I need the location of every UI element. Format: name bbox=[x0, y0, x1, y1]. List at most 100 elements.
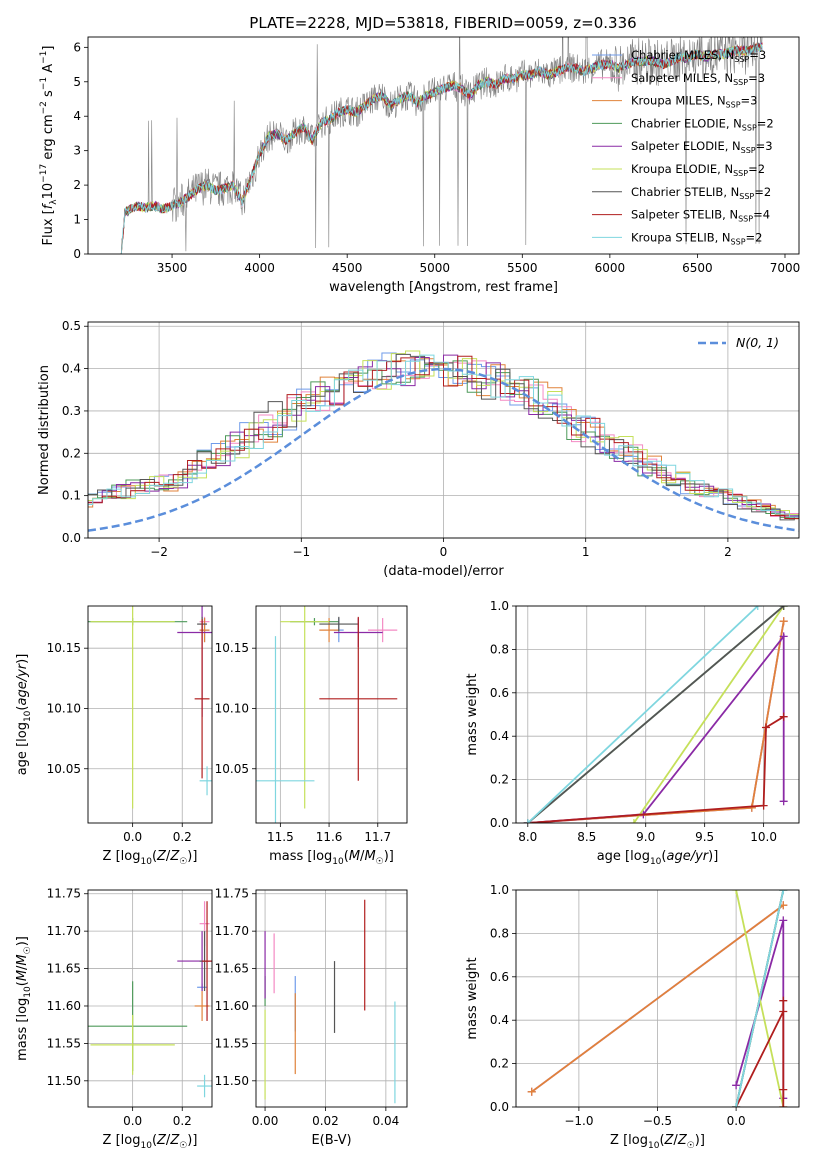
weight-marker bbox=[732, 1103, 741, 1107]
weight-marker bbox=[779, 797, 788, 806]
label-part: / bbox=[166, 1133, 171, 1148]
legend-sub: SSP bbox=[738, 215, 753, 224]
label-part: mass weight bbox=[465, 957, 480, 1039]
label-part: )] bbox=[187, 1133, 197, 1148]
label-part: ☉ bbox=[687, 1141, 695, 1151]
legend-label: Kroupa STELIB, NSSP=2 bbox=[631, 230, 762, 246]
label-part: Z [log bbox=[103, 1133, 141, 1148]
errorbar-point-kroupa-stelib bbox=[256, 636, 315, 823]
label-part: Z bbox=[169, 1133, 180, 1148]
y-tick-label: 10.15 bbox=[215, 641, 249, 655]
y-tick-label: 11.55 bbox=[215, 1036, 249, 1050]
label-part: ☉ bbox=[179, 857, 187, 867]
label-part: age [log bbox=[597, 849, 650, 864]
label-part: 10 bbox=[41, 183, 56, 200]
y-tick-label: 5 bbox=[73, 75, 81, 89]
label-part: / bbox=[166, 849, 171, 864]
y-tick-label: 1.0 bbox=[490, 599, 509, 613]
y-tick-label: 10.10 bbox=[47, 701, 81, 715]
y-tick-label: 11.75 bbox=[47, 887, 81, 901]
y-tick-label: 0.8 bbox=[490, 926, 509, 940]
weight-marker bbox=[523, 819, 532, 823]
y-axis-label: mass weight bbox=[465, 957, 480, 1039]
y-tick-label: 11.60 bbox=[47, 999, 81, 1013]
weight-line-salpeter-stelib bbox=[735, 1000, 785, 1107]
label-part: ( bbox=[152, 849, 157, 864]
y-tick-label: 11.55 bbox=[47, 1036, 81, 1050]
x-axis-label: (data-model)/error bbox=[383, 564, 504, 579]
weight-marker bbox=[761, 723, 770, 732]
y-tick-label: 10.05 bbox=[215, 762, 249, 776]
label-part: )] bbox=[187, 849, 197, 864]
label-part: Z [log bbox=[610, 1133, 648, 1148]
y-tick-label: 11.65 bbox=[215, 962, 249, 976]
y-tick-label: 3 bbox=[73, 144, 81, 158]
label-part: E(B-V) bbox=[311, 1133, 351, 1148]
label-part: 10 bbox=[650, 857, 662, 867]
x-tick-label: −2 bbox=[150, 545, 168, 559]
y-tick-label: 0.6 bbox=[490, 970, 509, 984]
y-tick-label: 0.5 bbox=[62, 319, 81, 333]
figure-title: PLATE=2228, MJD=53818, FIBERID=0059, z=0… bbox=[249, 14, 636, 32]
x-tick-label: 0.04 bbox=[373, 1114, 400, 1128]
errorbar-point-salpeter-stelib bbox=[202, 901, 212, 1021]
mass-vs-ebv-panel: 0.00 0.02 0.04 11.50 11.55 11.60 11.65 11.70 11.… bbox=[215, 887, 408, 1148]
histogram-chabrier-elodie bbox=[88, 360, 799, 518]
y-tick-label: 0.6 bbox=[490, 686, 509, 700]
weight-marker bbox=[779, 890, 788, 894]
label-part: Flux [ bbox=[41, 209, 56, 245]
legend-text: Salpeter ELODIE, N bbox=[631, 139, 741, 153]
label-part: ☉ bbox=[376, 857, 384, 867]
legend-text: Chabrier ELODIE, N bbox=[631, 116, 742, 130]
legend-tail: =3 bbox=[749, 48, 766, 62]
legend-sub: SSP bbox=[733, 169, 748, 178]
label-part: / bbox=[360, 849, 365, 864]
legend-label: Salpeter MILES, NSSP=3 bbox=[631, 71, 765, 87]
x-tick-label: 8.0 bbox=[518, 830, 537, 844]
legend-tail: =3 bbox=[748, 71, 765, 85]
x-tick-label: 0.02 bbox=[312, 1114, 339, 1128]
y-tick-label: 11.70 bbox=[215, 924, 249, 938]
label-part: −1 bbox=[39, 77, 49, 90]
y-tick-label: 0.3 bbox=[62, 404, 81, 418]
legend-sub: SSP bbox=[733, 78, 748, 87]
axes-frame bbox=[255, 605, 408, 824]
x-tick-label: 6500 bbox=[682, 261, 713, 275]
y-tick-label: 0.2 bbox=[490, 773, 509, 787]
label-part: )] bbox=[695, 1133, 705, 1148]
weight-marker bbox=[779, 1007, 788, 1016]
x-axis-label: mass [log10(M/M☉)] bbox=[269, 849, 394, 867]
legend-sub: SSP bbox=[731, 237, 746, 246]
errorbar-point-chabrier-stelib bbox=[319, 616, 359, 632]
label-part: 10 bbox=[23, 710, 33, 722]
label-part: age/yr bbox=[666, 849, 709, 864]
legend-text: Salpeter STELIB, N bbox=[631, 208, 738, 222]
weight-marker bbox=[779, 617, 788, 626]
y-tick-label: 11.60 bbox=[215, 999, 249, 1013]
legend-text: Chabrier STELIB, N bbox=[631, 185, 739, 199]
y-tick-label: 10.05 bbox=[47, 762, 81, 776]
label-part: −2 bbox=[39, 101, 49, 114]
label-part: )] bbox=[708, 849, 718, 864]
errorbar-point-salpeter-stelib bbox=[319, 616, 398, 781]
plot-area bbox=[523, 606, 788, 823]
y-tick-label: 11.70 bbox=[47, 924, 81, 938]
y-tick-label: 0.1 bbox=[62, 489, 81, 503]
y-tick-label: 0.0 bbox=[490, 816, 509, 830]
label-part: ( bbox=[15, 706, 30, 711]
y-tick-label: 0.2 bbox=[62, 446, 81, 460]
x-tick-label: 3500 bbox=[157, 261, 188, 275]
label-part: −17 bbox=[39, 164, 49, 183]
legend-label: Salpeter STELIB, NSSP=4 bbox=[631, 208, 770, 224]
label-part: 10 bbox=[648, 1141, 660, 1151]
label-part: ☉ bbox=[23, 946, 33, 954]
label-part: ] bbox=[41, 46, 56, 51]
errorbar-point-kroupa-elodie bbox=[90, 606, 175, 809]
y-tick-label: 11.50 bbox=[215, 1074, 249, 1088]
histogram-kroupa-stelib bbox=[88, 354, 799, 518]
y-tick-label: 1.0 bbox=[490, 883, 509, 897]
label-part: ( bbox=[15, 981, 30, 986]
legend-sub: SSP bbox=[741, 146, 756, 155]
y-tick-label: 1 bbox=[73, 213, 81, 227]
